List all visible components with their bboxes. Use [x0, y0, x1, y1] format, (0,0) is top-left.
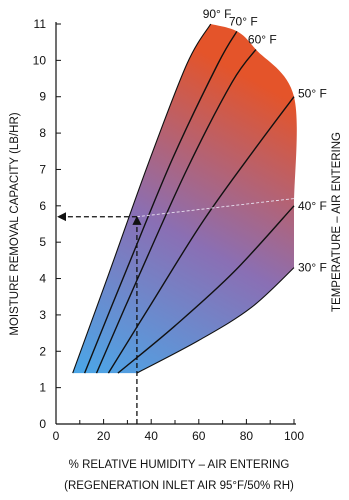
curve-30f	[136, 267, 295, 374]
axes	[55, 22, 296, 425]
tick-labels: 0 1 2 3 4 5 6 7 8 9 10 11 0 20 40 60 80 100	[33, 17, 305, 443]
curve-label-60f: 60° F	[248, 32, 277, 46]
curve-70f	[83, 30, 238, 374]
y-axis-title: MOISTURE REMOVAL CAPACITY (LB/HR)	[9, 112, 21, 335]
x-tick-label: 80	[240, 429, 254, 443]
x-tick-label: 40	[145, 429, 159, 443]
curve-90f	[72, 23, 212, 374]
x-tick-label: 0	[53, 429, 60, 443]
curve-40f	[117, 205, 295, 374]
operating-envelope-area	[72, 24, 297, 374]
curve-label-30f: 30° F	[298, 261, 327, 275]
curve-label-90f: 90° F	[203, 7, 232, 21]
y-tick-label: 7	[39, 162, 46, 176]
y-tick-label: 11	[34, 17, 47, 31]
interpolation-divider-line	[136, 198, 295, 218]
x-tick-label: 20	[97, 429, 111, 443]
curve-label-50f: 50° F	[298, 87, 327, 101]
y-tick-label: 8	[39, 126, 46, 140]
y-tick-label: 0	[39, 417, 46, 431]
y-tick-label: 9	[39, 90, 46, 104]
x-axis-subtitle: (REGENERATION INLET AIR 95°F/50% RH)	[64, 480, 294, 492]
right-axis-title: TEMPERATURE – AIR ENTERING	[331, 132, 343, 312]
x-tick-label: 60	[192, 429, 206, 443]
curve-60f	[95, 49, 257, 374]
y-tick-label: 4	[39, 272, 46, 286]
y-tick-label: 5	[39, 235, 46, 249]
curve-labels: 90° F70° F 60° F 50° F 40° F 30° F	[203, 7, 327, 275]
curve-label-40f: 40° F	[298, 199, 327, 213]
temperature-curves	[72, 23, 295, 374]
y-tick-label: 1	[39, 381, 46, 395]
curve-50f	[107, 96, 295, 374]
x-axis-title: % RELATIVE HUMIDITY – AIR ENTERING	[69, 459, 290, 471]
y-tick-label: 6	[39, 199, 46, 213]
example-path	[57, 212, 142, 424]
curve-label-70f: 70° F	[229, 14, 258, 28]
y-tick-label: 3	[39, 308, 46, 322]
y-tick-label: 2	[39, 344, 46, 358]
x-tick-label: 100	[284, 429, 304, 443]
y-tick-label: 10	[33, 53, 47, 67]
